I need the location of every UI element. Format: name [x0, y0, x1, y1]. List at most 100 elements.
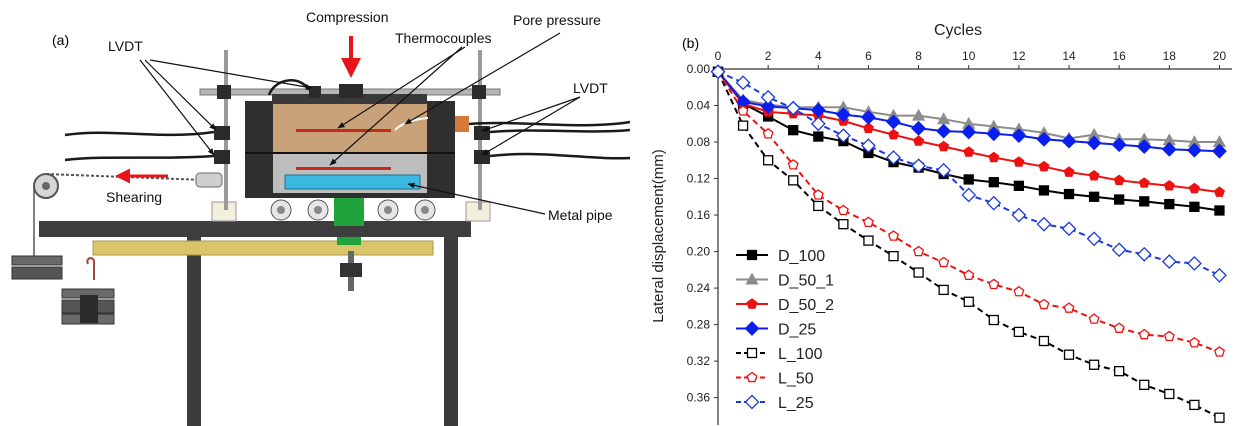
data-point	[1061, 133, 1077, 149]
x-tick-labels: 0 2 4 6 8 10 12 14 16 18 20	[715, 49, 1227, 69]
legend-swatch-marker	[746, 347, 758, 359]
pore-pressure-sensor	[455, 116, 469, 132]
data-point	[760, 99, 776, 114]
data-point	[1189, 399, 1200, 411]
data-point	[938, 140, 950, 152]
legend-swatch-marker	[744, 321, 760, 336]
legend-swatch-marker	[746, 298, 758, 309]
data-point	[812, 189, 824, 200]
legend-item: L_50	[736, 371, 814, 388]
data-point	[988, 151, 1000, 163]
data-point	[1086, 231, 1102, 247]
data-point	[887, 128, 900, 140]
data-point	[788, 175, 799, 186]
rod-clamp-top-right	[472, 85, 486, 99]
data-point	[835, 107, 851, 123]
weight-hook	[86, 256, 95, 280]
data-point	[1163, 330, 1175, 342]
thermocouple-upper	[296, 129, 391, 132]
data-point	[1111, 242, 1127, 258]
data-point	[788, 125, 799, 136]
data-point	[988, 314, 999, 326]
shear-box-top-plate	[272, 94, 427, 104]
series-D_25	[710, 64, 1227, 159]
y-tick-labels: 0.00 0.04 0.08 0.12 0.16 0.20 0.24 0.28 0.32 0.36	[687, 62, 718, 405]
data-point	[961, 187, 977, 203]
data-point	[1063, 166, 1075, 177]
panel-a-label: (a)	[52, 32, 69, 48]
legend-label: L_100	[778, 346, 823, 363]
data-point	[1138, 328, 1150, 340]
y-tick-label: 0.32	[687, 354, 711, 368]
data-point	[861, 109, 876, 125]
data-point	[1013, 285, 1025, 297]
data-point	[1113, 174, 1125, 186]
weight-left-top	[11, 255, 63, 266]
data-point	[1013, 156, 1025, 167]
data-point	[1214, 205, 1225, 216]
data-point	[737, 105, 749, 116]
data-point	[1038, 335, 1050, 347]
data-point	[1188, 337, 1200, 348]
data-point	[938, 256, 950, 268]
label-lvdt-left: LVDT	[108, 38, 143, 54]
legend-label: D_25	[778, 322, 816, 339]
weight-center-band	[80, 295, 98, 323]
y-tick-label: 0.24	[687, 281, 711, 295]
data-point	[1061, 221, 1077, 237]
table-leg-left	[187, 236, 201, 426]
x-tick-label: 18	[1163, 49, 1177, 63]
legend-swatch-marker	[745, 272, 759, 285]
data-point	[936, 162, 952, 178]
data-point	[861, 138, 876, 154]
data-point	[937, 112, 951, 125]
metal-pipe	[284, 174, 421, 190]
data-point	[1213, 186, 1225, 197]
data-point	[988, 177, 999, 188]
legend-item: L_100	[736, 346, 823, 363]
x-tick-label: 14	[1062, 49, 1076, 63]
y-tick-label: 0.00	[687, 62, 711, 76]
data-point	[810, 116, 826, 132]
data-point	[1136, 246, 1152, 262]
x-tick-label: 4	[815, 49, 822, 63]
y-tick-label: 0.28	[687, 318, 711, 332]
thermocouple-lower	[296, 167, 391, 170]
data-point	[1088, 359, 1100, 370]
data-point	[1038, 185, 1050, 196]
data-point	[913, 135, 925, 146]
data-point	[1088, 191, 1100, 202]
data-point	[1111, 137, 1127, 153]
series-L_100	[712, 66, 1225, 423]
data-point	[1036, 216, 1052, 232]
label-thermocouples: Thermocouples	[395, 30, 492, 46]
data-point	[1214, 412, 1225, 423]
shear-connector	[195, 172, 223, 188]
x-tick-label: 0	[715, 49, 722, 63]
data-point	[1063, 302, 1075, 313]
legend-label: L_50	[778, 371, 814, 388]
data-point	[936, 123, 952, 139]
data-point	[762, 128, 774, 139]
data-point	[787, 159, 799, 170]
legend-item: D_50_2	[736, 297, 834, 314]
data-point	[737, 120, 749, 131]
label-metal-pipe: Metal pipe	[548, 207, 613, 223]
data-point	[1136, 139, 1152, 155]
data-point	[813, 200, 824, 212]
data-point	[813, 131, 824, 142]
data-point	[1164, 198, 1175, 210]
table-top	[39, 221, 471, 237]
x-tick-label: 16	[1112, 49, 1126, 63]
y-tick-label: 0.12	[687, 172, 711, 186]
data-point	[710, 64, 726, 80]
data-point	[911, 120, 927, 136]
data-point	[1114, 365, 1125, 377]
lvdt-clamp-right-upper	[474, 126, 490, 140]
data-point	[938, 284, 949, 296]
data-point	[913, 245, 925, 257]
data-point	[1038, 298, 1050, 310]
x-tick-label: 2	[765, 49, 772, 63]
x-tick-label: 20	[1213, 49, 1227, 63]
data-point	[886, 150, 901, 165]
